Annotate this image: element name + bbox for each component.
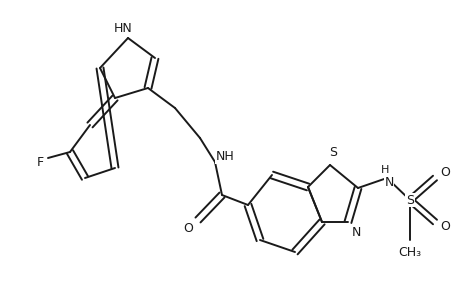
Text: H: H	[380, 165, 388, 175]
Text: NH: NH	[215, 151, 234, 164]
Text: CH₃: CH₃	[397, 245, 420, 259]
Text: S: S	[405, 194, 413, 206]
Text: HN: HN	[113, 22, 132, 35]
Text: S: S	[328, 146, 336, 160]
Text: O: O	[439, 220, 449, 233]
Text: F: F	[36, 157, 44, 169]
Text: O: O	[183, 221, 192, 235]
Text: N: N	[351, 226, 360, 238]
Text: N: N	[383, 176, 393, 190]
Text: O: O	[439, 167, 449, 179]
